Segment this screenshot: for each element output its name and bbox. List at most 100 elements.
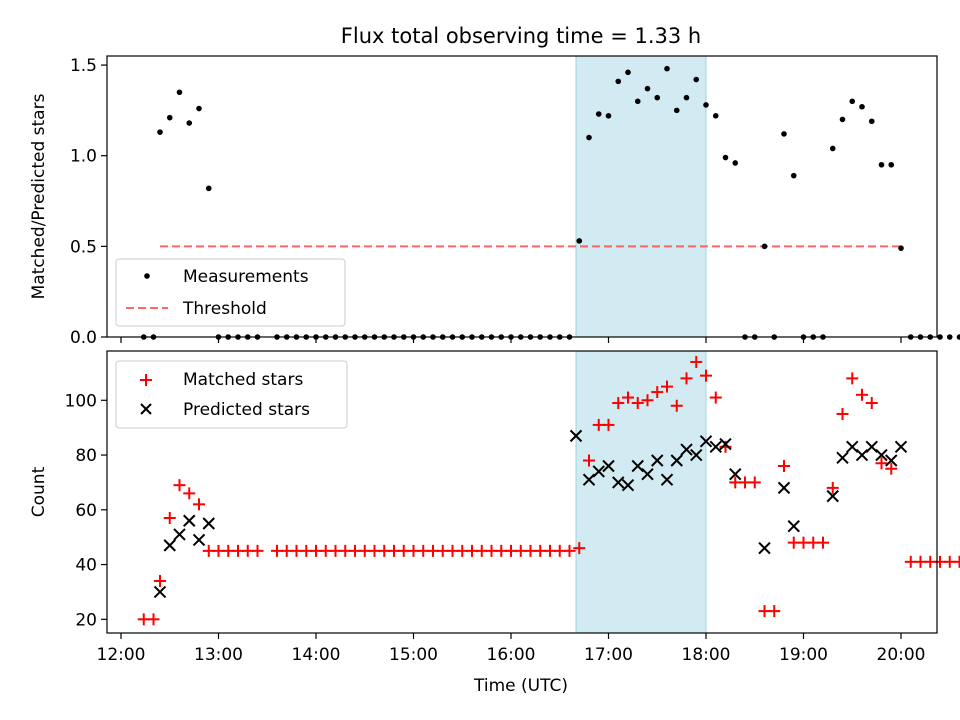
predicted-point: [621, 478, 635, 492]
matched-point: [875, 457, 888, 470]
matched-point: [856, 388, 868, 401]
predicted-point: [670, 454, 683, 467]
predicted-point: [582, 473, 596, 486]
measurement-point: [176, 89, 183, 96]
highlight-band-top: [575, 55, 707, 338]
matched-point: [622, 391, 634, 404]
predicted-point: [631, 459, 644, 473]
matched-point: [768, 605, 781, 618]
predicted-point: [690, 448, 703, 462]
matched-point: [612, 397, 625, 410]
matched-point: [147, 613, 160, 626]
y-tick-label: 1.0: [70, 147, 97, 167]
ratio-legend-threshold: Threshold: [182, 299, 267, 319]
y-tick-label: 0.5: [70, 237, 97, 257]
predicted-point: [855, 448, 869, 462]
matched-point: [836, 407, 849, 420]
matched-point: [661, 380, 673, 393]
count-legend-x-swatch: [140, 403, 152, 415]
predicted-point: [660, 473, 674, 486]
predicted-point: [894, 440, 908, 454]
matched-point: [602, 418, 615, 431]
measurement-point: [859, 103, 865, 110]
measurement-point: [888, 161, 895, 168]
matched-point: [953, 555, 960, 568]
measurement-point: [839, 116, 846, 123]
measurement-point: [186, 120, 193, 126]
y-tick-label: 60: [75, 501, 97, 521]
measurement-point: [205, 185, 212, 192]
measurement-point: [576, 238, 583, 244]
predicted-point: [885, 454, 898, 467]
count-plot-frame: [106, 350, 938, 634]
matched-point: [709, 391, 722, 404]
matched-point: [748, 476, 761, 489]
matched-point: [826, 481, 839, 494]
measurement-point: [722, 154, 729, 161]
measurement-point: [937, 334, 943, 340]
measurement-point: [586, 134, 592, 141]
measurement-point: [761, 243, 768, 250]
measurement-point: [664, 65, 670, 72]
predicted-point: [192, 533, 206, 547]
matched-point: [846, 372, 859, 385]
measurement-point: [946, 334, 953, 340]
predicted-point: [569, 429, 583, 443]
ratio-legend: Measurements Threshold: [115, 258, 346, 327]
count-legend: Matched stars Predicted stars: [115, 360, 348, 429]
count-axis-ticks: 20 40 60 80 100 12:00 13:00 14:00 15:00 16:00 17:0…: [65, 391, 926, 665]
y-tick-label: 1.5: [70, 56, 97, 76]
matched-point: [563, 544, 576, 557]
x-tick-label: 12:00: [97, 645, 146, 665]
matched-point: [817, 536, 829, 549]
measurement-point: [615, 78, 622, 85]
y-tick-label: 20: [75, 610, 97, 630]
measurement-point: [868, 118, 875, 125]
measurement-point: [166, 114, 173, 121]
ratio-plot-frame: [106, 55, 938, 338]
time-xlabel: Time (UTC): [473, 676, 568, 696]
predicted-point: [173, 528, 186, 541]
predicted-point: [875, 448, 888, 462]
matched-point: [251, 544, 264, 557]
matched-point: [680, 372, 693, 385]
measurement-point: [878, 161, 885, 168]
predicted-point: [719, 437, 732, 451]
matched-point: [583, 454, 595, 467]
measurement-point: [732, 160, 739, 166]
x-tick-label: 18:00: [682, 645, 731, 665]
measurement-point: [849, 98, 856, 105]
measurement-point: [673, 107, 680, 114]
predicted-point: [709, 440, 722, 454]
count-panel: 20 40 60 80 100 12:00 13:00 14:00 15:00 16:00 17:0…: [29, 350, 960, 696]
x-tick-label: 20:00: [877, 645, 926, 665]
matched-point: [700, 369, 712, 382]
matched-point: [631, 397, 644, 410]
measurement-point: [712, 113, 719, 119]
measurement-point: [157, 129, 163, 135]
matched-point: [651, 386, 664, 399]
x-tick-label: 17:00: [584, 645, 633, 665]
matched-point: [641, 394, 654, 407]
measurement-point: [829, 145, 836, 152]
matched-point: [163, 512, 176, 525]
ratio-legend-measurements: Measurements: [183, 267, 309, 287]
matched-point: [154, 574, 166, 587]
measurement-point: [625, 69, 631, 76]
matched-point: [865, 397, 878, 410]
x-tick-label: 16:00: [487, 645, 536, 665]
measurement-point: [634, 98, 641, 105]
count-ylabel: Count: [29, 466, 49, 517]
matched-point: [183, 487, 196, 500]
ratio-panel: 0.0 0.5 1.0 1.5 Matched/Predicted stars Mea…: [29, 55, 960, 348]
predicted-point: [183, 514, 196, 527]
matched-point: [670, 399, 683, 412]
predicted-point: [787, 520, 800, 533]
measurement-point: [654, 94, 661, 101]
predicted-point: [729, 467, 742, 481]
x-tick-label: 19:00: [779, 645, 828, 665]
predicted-point: [602, 459, 615, 473]
measurement-point: [196, 105, 202, 112]
predicted-point: [612, 476, 625, 489]
